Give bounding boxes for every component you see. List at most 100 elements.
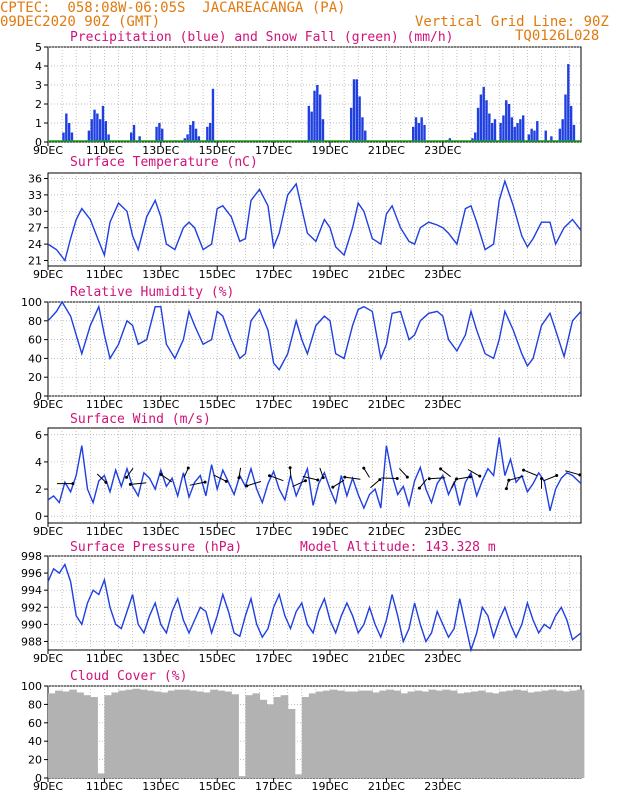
- wind-arrow: [96, 473, 107, 483]
- cloud-bar: [125, 689, 134, 778]
- wind-arrow: [429, 477, 446, 480]
- precip-bar: [572, 124, 576, 142]
- x-tick-label: 15DEC: [199, 144, 236, 157]
- wind-arrow: [189, 481, 206, 486]
- y-tick-label: 5: [35, 41, 42, 54]
- cloud-bar: [541, 690, 550, 778]
- cloud-bar: [132, 688, 141, 778]
- precip-bar: [87, 130, 91, 142]
- wind-arrow-head: [468, 475, 472, 479]
- cloud-bar: [548, 689, 557, 778]
- wind-arrow: [398, 468, 408, 478]
- cloud-bar: [365, 690, 373, 778]
- y-tick-label: 4: [35, 60, 42, 73]
- cloud-bar: [308, 693, 317, 778]
- y-tick-label: 60: [28, 717, 42, 730]
- precip-bar: [132, 124, 136, 142]
- cloud-bar: [330, 689, 338, 778]
- precip-bar: [423, 124, 426, 142]
- cloud-bar: [562, 691, 571, 778]
- wind-arrow: [319, 467, 324, 478]
- precip-bar: [564, 94, 567, 142]
- cloud-bar: [449, 690, 458, 778]
- wind-arrow-head: [378, 478, 382, 482]
- precip-bar: [70, 132, 74, 142]
- y-tick-label: 40: [28, 352, 42, 365]
- y-tick-label: 21: [28, 255, 42, 268]
- cloud-bar: [351, 691, 359, 778]
- precip-bar: [513, 126, 516, 142]
- wind-arrow-head: [522, 468, 526, 472]
- wind-arrow: [289, 467, 292, 478]
- precip-bar: [493, 119, 497, 142]
- y-tick-label: 6: [35, 429, 42, 442]
- snowfall-bar: [447, 140, 450, 142]
- cloud-bar: [322, 690, 331, 778]
- cloud-bar: [456, 693, 465, 778]
- cloud-bar: [386, 689, 395, 778]
- panel-frame: [47, 555, 582, 651]
- cloud-bar: [210, 689, 218, 778]
- x-tick-label: 11DEC: [86, 268, 123, 281]
- y-tick-label: 20: [28, 754, 42, 767]
- y-tick-label: 3: [35, 79, 42, 92]
- x-tick-label: 9DEC: [33, 268, 63, 281]
- y-tick-label: 1: [35, 117, 42, 130]
- x-tick-label: 11DEC: [86, 780, 123, 793]
- panel-title: Surface Pressure (hPa): [70, 540, 242, 555]
- wind-arrow: [238, 467, 242, 478]
- precip-bar: [129, 132, 133, 142]
- cloud-bar: [337, 690, 345, 778]
- x-tick-label: 21DEC: [368, 780, 405, 793]
- cloud-bar: [393, 690, 402, 778]
- x-tick-label: 17DEC: [255, 652, 292, 665]
- cloud-bar: [414, 690, 423, 778]
- wind-arrow-head: [186, 466, 190, 470]
- wind-arrow: [508, 475, 524, 481]
- wind-arrow-head: [362, 466, 366, 470]
- precip-bar: [313, 90, 316, 142]
- wind-arrow: [344, 476, 361, 480]
- precip-bar: [507, 104, 511, 142]
- precip-bar: [567, 64, 570, 142]
- x-tick-label: 21DEC: [368, 398, 405, 411]
- cloud-bar: [485, 692, 493, 778]
- cloud-bar: [492, 693, 500, 778]
- wind-arrow-head: [203, 480, 207, 484]
- precip-bar: [530, 128, 533, 142]
- precip-bar: [321, 119, 325, 142]
- x-tick-label: 15DEC: [199, 780, 236, 793]
- wind-arrow-head: [578, 473, 582, 477]
- y-tick-label: 990: [21, 618, 42, 631]
- precip-bar: [561, 119, 564, 142]
- x-tick-label: 15DEC: [199, 525, 236, 538]
- panel-frame: [47, 172, 582, 267]
- cloud-bar: [167, 690, 176, 778]
- cloud-bar: [48, 693, 56, 778]
- x-tick-label: 23DEC: [424, 268, 461, 281]
- y-tick-label: 992: [21, 601, 42, 614]
- wind-arrow: [126, 467, 134, 478]
- precip-bar: [510, 117, 514, 142]
- wind-arrow-head: [540, 477, 544, 481]
- wind-arrow-head: [316, 478, 320, 482]
- precip-bar: [412, 126, 415, 142]
- wind-arrow-head: [504, 487, 508, 491]
- cloud-bar: [527, 692, 536, 778]
- cloud-bar: [104, 695, 113, 778]
- precip-bar: [527, 134, 531, 142]
- cloud-bar: [442, 689, 451, 778]
- wind-arrow: [246, 480, 262, 487]
- cloud-bar: [153, 691, 162, 778]
- precip-bar: [569, 105, 573, 142]
- wind-arrow: [363, 467, 370, 478]
- wind-arrow-head: [159, 472, 163, 476]
- cloud-bar: [55, 690, 63, 778]
- x-tick-label: 19DEC: [311, 398, 348, 411]
- precip-bar: [194, 128, 198, 142]
- y-tick-label: 60: [28, 334, 42, 347]
- wind-arrow-head: [125, 475, 129, 479]
- wind-arrow: [269, 475, 284, 482]
- x-tick-label: 13DEC: [142, 525, 179, 538]
